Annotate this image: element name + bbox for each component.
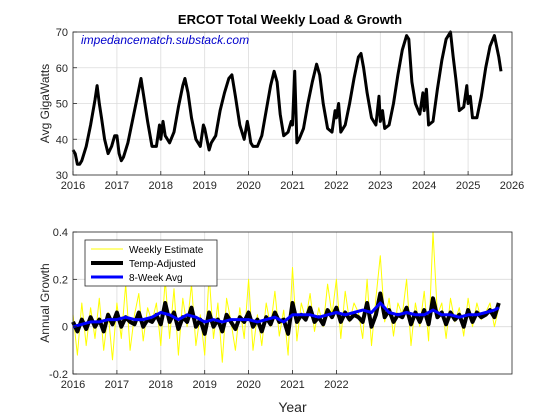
top-series xyxy=(71,30,503,166)
y-tick-label: 70 xyxy=(56,27,68,39)
legend-label: Temp-Adjusted xyxy=(129,259,196,270)
y-tick-label: 60 xyxy=(56,63,68,75)
x-tick-label: 2017 xyxy=(105,180,129,192)
x-tick-label: 2019 xyxy=(192,180,216,192)
legend: Weekly Estimate Temp-Adjusted 8-Week Avg xyxy=(84,239,218,287)
y-tick-label: 30 xyxy=(56,170,68,182)
x-tick-label: 2019 xyxy=(192,379,216,391)
x-tick-label: 2018 xyxy=(149,379,173,391)
bottom-xlabel: Year xyxy=(278,399,307,415)
x-tick-label: 2020 xyxy=(236,379,260,391)
bottom-ylabel: Annual Growth xyxy=(38,263,52,342)
x-tick-label: 2022 xyxy=(324,379,348,391)
y-tick-label: 0.4 xyxy=(53,227,68,239)
legend-label: 8-Week Avg xyxy=(129,273,183,284)
x-tick-label: 2026 xyxy=(500,180,524,192)
bottom-ticks: 2016 2017 2018 2019 2020 2021 2022 -0.2 0 0.2 0.4 xyxy=(49,227,349,391)
chart-title: ERCOT Total Weekly Load & Growth xyxy=(178,12,402,27)
x-tick-label: 2017 xyxy=(105,379,129,391)
avg-8week-line xyxy=(72,301,500,329)
x-tick-label: 2023 xyxy=(368,180,392,192)
bottom-chart: 2016 2017 2018 2019 2020 2021 2022-0.200.20.4 … xyxy=(38,227,513,415)
y-tick-label: 0.2 xyxy=(53,274,68,286)
x-tick-label: 2016 xyxy=(61,379,85,391)
x-tick-label: 2016 xyxy=(61,180,85,192)
top-ticks: 2016 2017 2018 2019 2020 2021 2022 2023 2024 2025… xyxy=(56,27,524,192)
x-tick-label: 2025 xyxy=(456,180,480,192)
x-tick-label: 2021 xyxy=(280,379,304,391)
bottom-series xyxy=(71,231,501,363)
legend-label: Weekly Estimate xyxy=(129,245,204,256)
x-tick-label: 2024 xyxy=(412,180,436,192)
top-chart: 2016 2017 2018 2019 2020 2021 2022 2023 2024 2025… xyxy=(38,27,524,192)
x-tick-label: 2021 xyxy=(280,180,304,192)
y-tick-label: 50 xyxy=(56,99,68,111)
y-tick-label: 40 xyxy=(56,134,68,146)
x-tick-label: 2022 xyxy=(324,180,348,192)
x-tick-label: 2018 xyxy=(149,180,173,192)
y-tick-label: -0.2 xyxy=(49,369,68,381)
temp-adjusted-line xyxy=(71,291,501,336)
x-tick-label: 2020 xyxy=(236,180,260,192)
watermark: impedancematch.substack.com xyxy=(81,33,249,47)
load-line xyxy=(71,30,503,166)
top-ylabel: Avg GigaWatts xyxy=(38,64,52,143)
y-tick-label: 0 xyxy=(62,322,68,334)
